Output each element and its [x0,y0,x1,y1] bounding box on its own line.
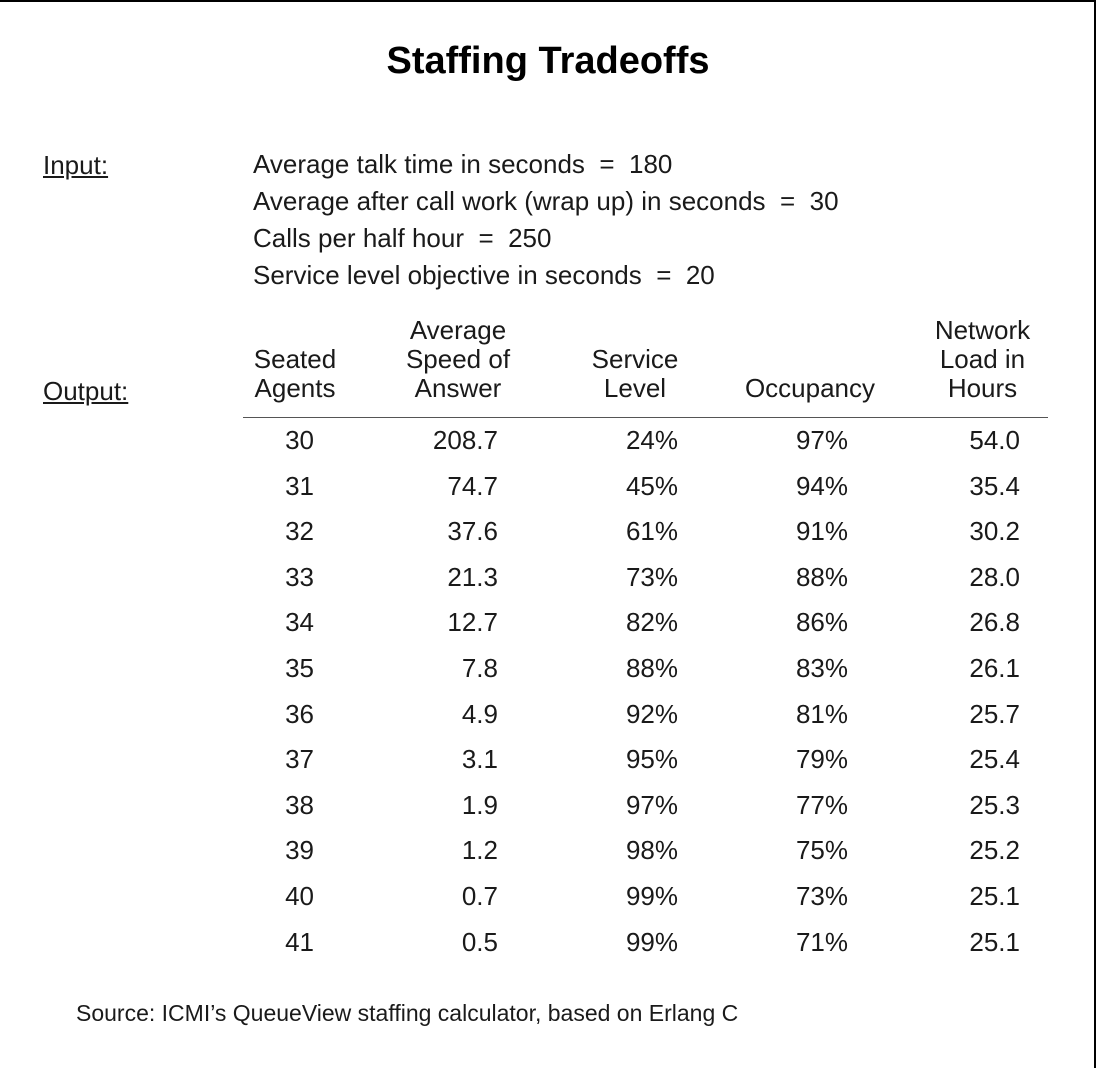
header-service-level: Service Level [570,345,700,403]
cell-service-level: 82% [625,607,678,637]
header-line: Network [934,315,1031,345]
cell-average-speed-of-answer: 21.3 [447,562,498,592]
cell-occupancy: 73% [795,881,848,911]
source-note: Source: ICMI’s QueueView staffing calcul… [76,1000,739,1026]
frame-right-border [1094,0,1096,1068]
cell-service-level: 99% [625,881,678,911]
cell-average-speed-of-answer: 74.7 [447,471,498,501]
cell-network-load: 25.7 [969,699,1020,729]
cell-average-speed-of-answer: 3.1 [461,744,498,774]
cell-network-load: 25.2 [969,835,1020,865]
cell-occupancy: 94% [795,471,848,501]
header-line: Seated [253,344,337,374]
cell-seated-agents: 38 [285,790,314,820]
cell-seated-agents: 41 [285,927,314,957]
cell-network-load: 30.2 [969,516,1020,546]
header-line: Level [603,373,667,403]
cell-network-load: 25.1 [969,881,1020,911]
output-label: Output: [43,376,129,406]
cell-seated-agents: 31 [285,471,314,501]
cell-seated-agents: 40 [285,881,314,911]
cell-service-level: 95% [625,744,678,774]
cell-network-load: 25.1 [969,927,1020,957]
cell-occupancy: 79% [795,744,848,774]
cell-average-speed-of-answer: 0.7 [461,881,498,911]
page-title: Staffing Tradeoffs [386,40,710,82]
header-line: Service [591,344,679,374]
cell-occupancy: 71% [795,927,848,957]
cell-seated-agents: 35 [285,653,314,683]
cell-average-speed-of-answer: 4.9 [461,699,498,729]
header-line: Answer [414,373,502,403]
cell-service-level: 99% [625,927,678,957]
cell-service-level: 98% [625,835,678,865]
cell-service-level: 61% [625,516,678,546]
header-occupancy: Occupancy [725,374,895,403]
header-line: Occupancy [744,373,876,403]
cell-average-speed-of-answer: 37.6 [447,516,498,546]
cell-network-load: 26.8 [969,607,1020,637]
cell-occupancy: 97% [795,425,848,455]
header-line: Average [409,315,507,345]
cell-average-speed-of-answer: 12.7 [447,607,498,637]
cell-network-load: 25.4 [969,744,1020,774]
cell-network-load: 25.3 [969,790,1020,820]
cell-network-load: 26.1 [969,653,1020,683]
cell-occupancy: 86% [795,607,848,637]
input-after-call-work: Average after call work (wrap up) in sec… [253,186,839,216]
header-seated-agents: Seated Agents [235,345,355,403]
cell-seated-agents: 39 [285,835,314,865]
header-line: Speed of [405,344,511,374]
cell-average-speed-of-answer: 7.8 [461,653,498,683]
header-average-speed-of-answer: Average Speed of Answer [383,316,533,403]
cell-service-level: 45% [625,471,678,501]
cell-average-speed-of-answer: 1.2 [461,835,498,865]
cell-occupancy: 75% [795,835,848,865]
cell-network-load: 35.4 [969,471,1020,501]
cell-service-level: 97% [625,790,678,820]
cell-average-speed-of-answer: 208.7 [432,425,498,455]
input-service-level-objective: Service level objective in seconds = 20 [253,260,715,290]
input-talk-time: Average talk time in seconds = 180 [253,149,673,179]
cell-occupancy: 81% [795,699,848,729]
input-calls-per-half-hour: Calls per half hour = 250 [253,223,552,253]
cell-seated-agents: 37 [285,744,314,774]
cell-network-load: 54.0 [969,425,1020,455]
cell-service-level: 88% [625,653,678,683]
cell-service-level: 92% [625,699,678,729]
cell-seated-agents: 32 [285,516,314,546]
header-line: Load in [939,344,1026,374]
header-network-load-in-hours: Network Load in Hours [915,316,1050,403]
cell-seated-agents: 34 [285,607,314,637]
cell-occupancy: 88% [795,562,848,592]
cell-average-speed-of-answer: 1.9 [461,790,498,820]
cell-average-speed-of-answer: 0.5 [461,927,498,957]
cell-occupancy: 83% [795,653,848,683]
header-line: Hours [947,373,1018,403]
cell-service-level: 73% [625,562,678,592]
cell-occupancy: 77% [795,790,848,820]
cell-seated-agents: 36 [285,699,314,729]
cell-network-load: 28.0 [969,562,1020,592]
cell-seated-agents: 30 [285,425,314,455]
header-line: Agents [254,373,336,403]
cell-occupancy: 91% [795,516,848,546]
input-label: Input: [43,150,109,180]
frame-top-border [0,0,1096,2]
cell-seated-agents: 33 [285,562,314,592]
cell-service-level: 24% [625,425,678,455]
header-rule [243,417,1048,418]
